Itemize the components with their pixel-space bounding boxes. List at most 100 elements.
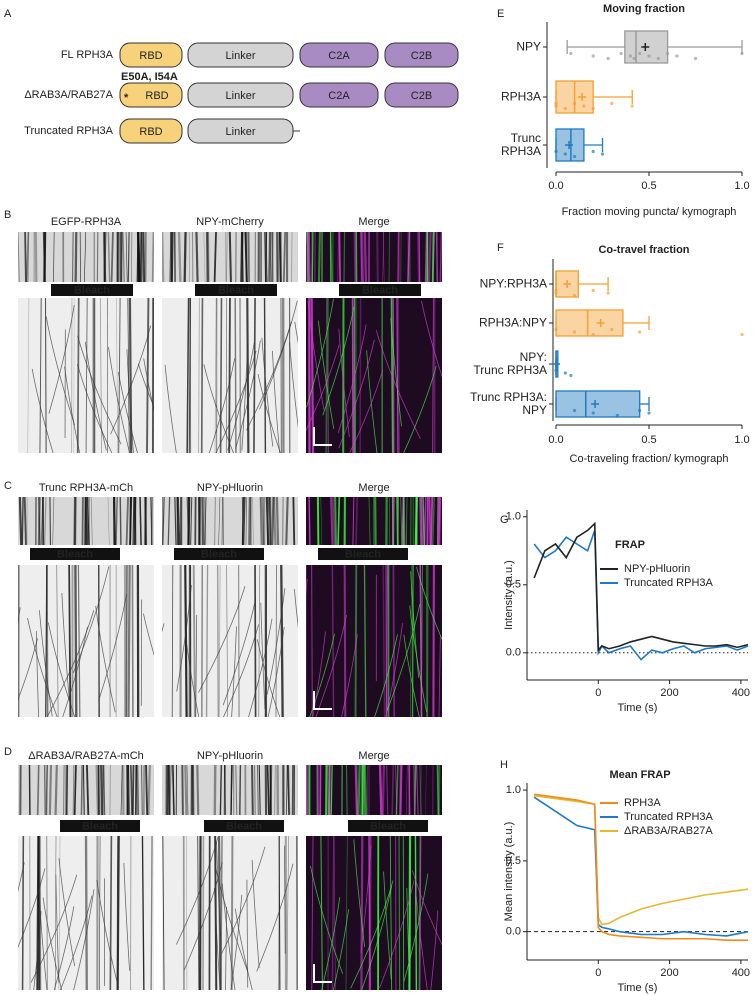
kymograph-track (39, 902, 48, 990)
x-tick-label: 0.0 (548, 180, 563, 192)
kymograph-track (366, 350, 378, 453)
kymograph-track (246, 321, 292, 431)
x-axis-label: Time (s) (618, 982, 658, 994)
kymograph-track (264, 232, 268, 282)
kymograph-track (200, 298, 204, 453)
series-line (534, 793, 748, 941)
kymograph-track (56, 565, 59, 717)
kymograph (162, 232, 298, 282)
bleach-bar (204, 820, 284, 832)
data-point (647, 411, 651, 415)
kymograph-track (425, 765, 427, 815)
kymograph-track (43, 232, 47, 282)
kymograph-track (402, 497, 406, 545)
category-label: RPH3A:NPY (478, 315, 547, 330)
kymograph-track (127, 565, 131, 717)
kymograph-track (261, 337, 274, 447)
kymograph-track (312, 631, 326, 717)
kymograph-track (338, 339, 375, 449)
kymograph-track (292, 497, 296, 545)
kymograph-track (253, 765, 256, 815)
kymograph-track (251, 765, 254, 815)
kymograph-track (47, 622, 76, 717)
data-point (615, 413, 619, 418)
scale-bar (313, 964, 332, 983)
kymograph-track (244, 232, 248, 282)
kymograph-track (286, 836, 289, 990)
kymograph-track (268, 497, 272, 545)
kymograph-track (310, 298, 315, 453)
kymograph-track (397, 298, 401, 453)
data-point (675, 54, 679, 58)
kymograph-track (184, 765, 188, 815)
kymograph-track (341, 634, 358, 717)
kymograph-track (72, 765, 75, 815)
data-point (591, 106, 595, 111)
domain-box (299, 42, 379, 68)
kymograph-background (306, 497, 442, 545)
kymograph-track (103, 232, 107, 282)
kymograph (306, 836, 442, 990)
kymograph-track (353, 839, 366, 948)
kymograph-track (74, 565, 78, 717)
kymograph-track (246, 879, 249, 988)
kymograph-track (414, 497, 418, 545)
kymograph-track (379, 880, 415, 989)
data-point (638, 51, 642, 56)
kymograph-background (306, 836, 442, 990)
bleach-label: Bleach (218, 284, 254, 296)
kymograph-track (115, 497, 119, 545)
kymograph-track (332, 497, 336, 545)
kymograph-track (428, 232, 432, 282)
kymograph-track (143, 497, 147, 545)
kymograph-track (239, 765, 242, 815)
kymograph-track (21, 497, 24, 545)
kymograph-track (120, 232, 122, 282)
kymograph-track (349, 369, 384, 453)
kymograph-track (400, 497, 403, 545)
kymograph-track (125, 565, 128, 717)
kymograph-track (311, 836, 314, 990)
kymograph-track (431, 298, 435, 453)
kymograph-track (137, 765, 140, 815)
kymograph-track (282, 232, 287, 282)
kymograph-track (145, 765, 149, 815)
x-axis-label: Co-traveling fraction/ kymograph (570, 453, 729, 465)
kymograph-track (84, 341, 107, 451)
kymograph-track (392, 298, 395, 453)
kymograph-track (46, 565, 49, 717)
kymograph-track (231, 626, 237, 717)
y-tick-label: 0.5 (506, 579, 521, 591)
x-tick-label: 0.0 (548, 434, 563, 446)
data-point (569, 51, 573, 56)
data-point (619, 51, 623, 56)
domain-box (119, 42, 183, 68)
kymograph-track (141, 836, 145, 990)
kymograph-track (18, 868, 46, 949)
kymograph-track (407, 232, 411, 282)
kymograph-track (258, 765, 261, 815)
kymograph-track (61, 592, 70, 700)
kymograph-track (181, 765, 184, 815)
kymograph-track (363, 765, 368, 815)
data-point (638, 408, 642, 413)
kymograph (18, 765, 154, 815)
bleach-bar (318, 548, 408, 560)
kymograph-track (226, 565, 229, 717)
kymograph-track (289, 342, 298, 429)
kymograph-track (431, 232, 435, 282)
kymograph-track (44, 765, 48, 815)
kymograph-track (186, 497, 190, 545)
kymograph (306, 232, 442, 282)
kymograph-track (99, 836, 101, 990)
construct-name: FL RPH3A (61, 49, 114, 61)
kymograph-track (129, 497, 132, 545)
kymograph-track (423, 497, 427, 545)
kymograph-track (320, 836, 323, 990)
kymograph-track (389, 836, 393, 990)
kymograph-track (59, 895, 93, 990)
kymograph-track (169, 232, 172, 282)
kymograph-track (122, 232, 125, 282)
kymograph-track (272, 350, 281, 453)
bleach-bar (195, 284, 277, 296)
